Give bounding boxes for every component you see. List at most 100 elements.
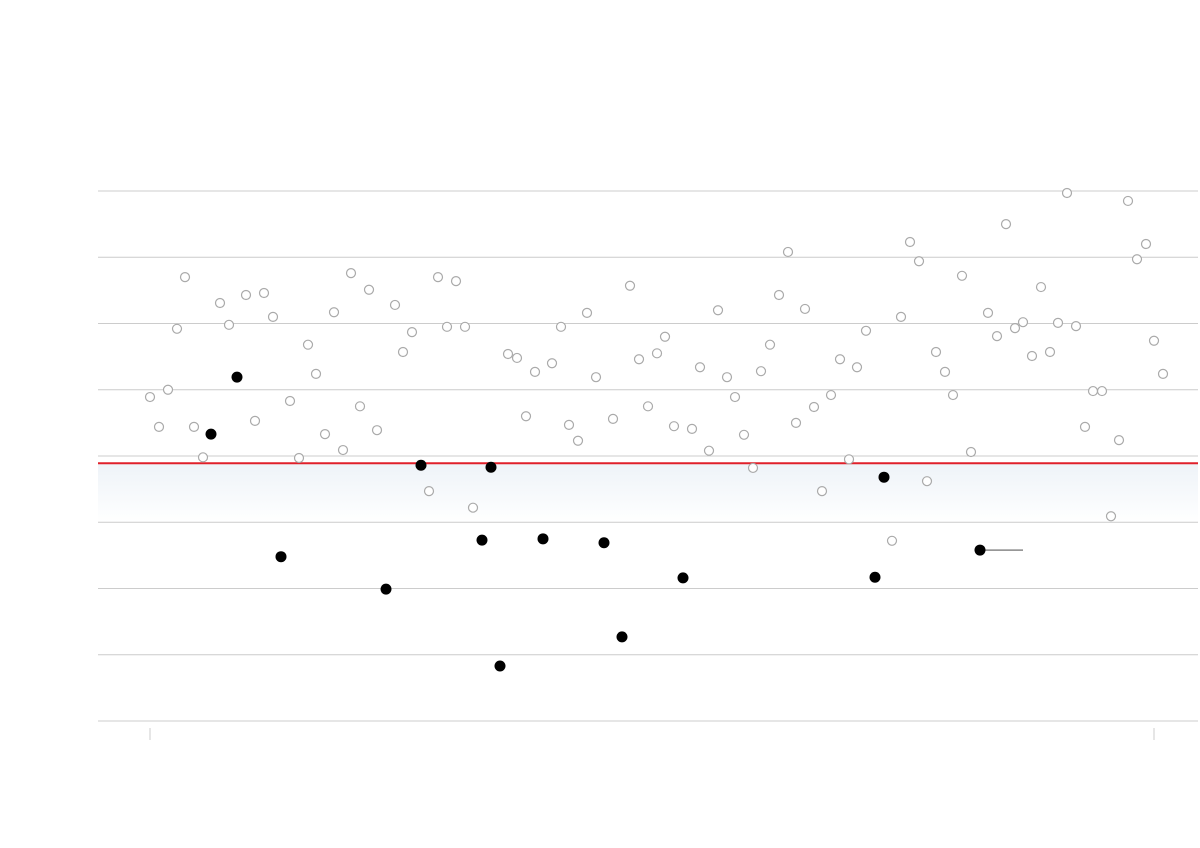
point-hollow <box>651 348 663 359</box>
point-hollow <box>423 486 435 497</box>
point-hollow <box>991 330 1003 342</box>
point-filled <box>231 371 243 383</box>
point-hollow <box>747 462 759 474</box>
point-hollow <box>982 307 994 318</box>
point-hollow <box>712 305 724 316</box>
point-hollow <box>843 454 855 465</box>
point-hollow <box>555 321 567 332</box>
point-hollow <box>432 272 444 283</box>
point-hollow <box>860 325 872 336</box>
point-hollow <box>1122 195 1134 207</box>
point-filled <box>275 551 287 563</box>
point-hollow <box>668 421 680 432</box>
point-hollow <box>310 368 322 379</box>
point-hollow <box>546 358 558 369</box>
point-hollow <box>834 354 846 365</box>
point-hollow <box>1009 323 1021 334</box>
point-hollow <box>686 423 698 434</box>
point-hollow <box>851 362 863 373</box>
point-hollow <box>389 299 401 311</box>
point-filled <box>485 461 497 473</box>
point-hollow <box>354 401 366 412</box>
point-hollow <box>1035 281 1047 293</box>
point-hollow <box>450 276 462 287</box>
point-hollow <box>607 413 619 424</box>
point-hollow <box>363 284 375 295</box>
threshold-shade <box>98 463 1198 523</box>
point-hollow <box>337 444 349 456</box>
point-hollow <box>162 384 174 395</box>
point-hollow <box>939 366 951 377</box>
point-hollow <box>328 307 340 318</box>
point-hollow <box>197 452 209 463</box>
point-hollow <box>930 346 942 358</box>
point-hollow <box>799 303 811 315</box>
point-hollow <box>904 236 916 248</box>
point-hollow <box>441 321 453 332</box>
point-hollow <box>1000 219 1012 230</box>
point-hollow <box>956 270 968 281</box>
point-hollow <box>397 346 409 358</box>
point-hollow <box>729 391 741 403</box>
background-layer <box>98 190 1198 740</box>
points-layer <box>144 187 1169 672</box>
point-hollow <box>1070 321 1082 332</box>
point-hollow <box>825 389 837 401</box>
point-hollow <box>249 415 261 426</box>
point-hollow <box>721 372 733 383</box>
point-hollow <box>267 311 279 322</box>
point-hollow <box>782 246 794 258</box>
point-filled <box>494 660 506 672</box>
point-hollow <box>1140 238 1152 250</box>
point-hollow <box>467 502 479 513</box>
point-hollow <box>816 486 828 497</box>
point-hollow <box>1079 421 1091 432</box>
point-hollow <box>179 272 191 283</box>
point-hollow <box>703 445 715 456</box>
point-hollow <box>755 366 767 377</box>
point-hollow <box>773 289 785 301</box>
point-hollow <box>293 452 305 464</box>
point-hollow <box>590 372 602 383</box>
point-hollow <box>913 256 925 267</box>
point-hollow <box>214 297 226 309</box>
point-hollow <box>1131 254 1143 265</box>
point-hollow <box>659 331 671 342</box>
point-filled <box>537 533 549 545</box>
point-filled <box>205 428 217 440</box>
point-filled <box>869 571 881 583</box>
point-hollow <box>223 319 235 330</box>
point-hollow <box>563 419 575 430</box>
point-hollow <box>1105 511 1117 522</box>
point-filled <box>616 631 628 643</box>
point-hollow <box>1052 317 1064 328</box>
point-hollow <box>947 389 959 401</box>
point-hollow <box>1148 335 1160 346</box>
point-hollow <box>188 421 200 432</box>
point-hollow <box>738 429 750 440</box>
point-hollow <box>895 311 907 322</box>
point-hollow <box>633 354 645 365</box>
point-filled <box>476 534 488 546</box>
point-hollow <box>1157 368 1169 379</box>
point-hollow <box>319 429 331 440</box>
point-hollow <box>153 421 165 432</box>
point-hollow <box>502 348 514 360</box>
point-hollow <box>965 446 977 458</box>
point-hollow <box>886 535 898 546</box>
point-hollow <box>921 476 933 487</box>
point-hollow <box>808 401 820 413</box>
point-hollow <box>1061 187 1073 199</box>
point-hollow <box>302 339 314 350</box>
point-filled <box>415 459 427 471</box>
point-hollow <box>459 321 471 332</box>
point-hollow <box>258 287 270 299</box>
point-hollow <box>529 366 541 377</box>
point-hollow <box>1017 317 1029 328</box>
point-filled <box>677 572 689 584</box>
point-hollow <box>511 352 523 364</box>
point-hollow <box>1096 385 1108 397</box>
point-hollow <box>1026 350 1038 362</box>
point-hollow <box>764 339 776 350</box>
point-hollow <box>1044 346 1056 358</box>
